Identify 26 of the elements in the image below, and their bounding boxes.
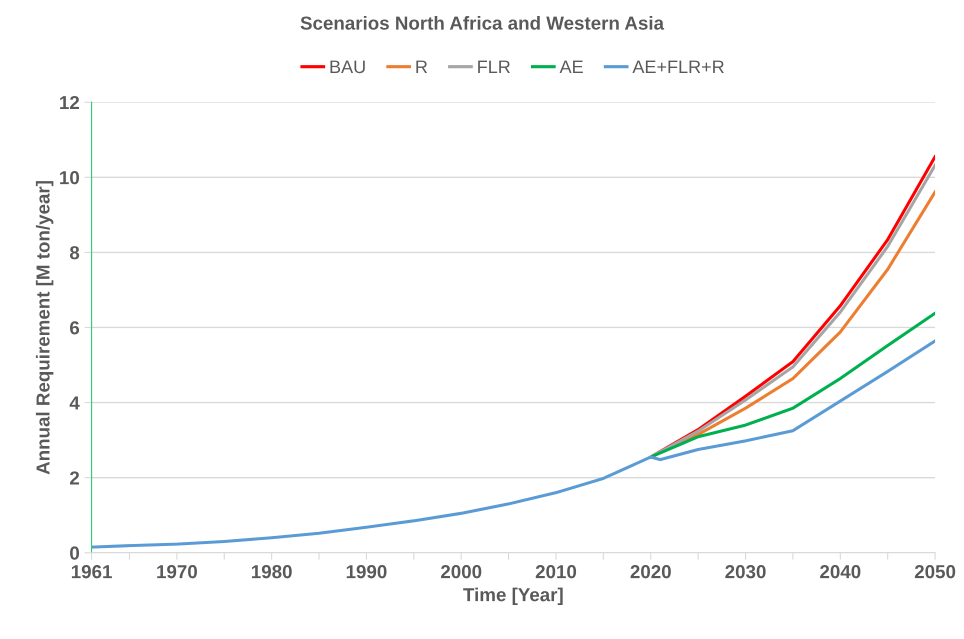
y-tick-label: 10 [60, 171, 80, 184]
x-tick-label: 2030 [725, 565, 766, 578]
y-tick-label: 2 [70, 471, 80, 484]
x-tick-label: 1990 [346, 565, 387, 578]
legend-label: BAU [330, 60, 365, 74]
line-series [649, 312, 936, 459]
legend-label: AE+FLR+R [632, 60, 724, 74]
legend-label: R [416, 60, 428, 74]
legend-label: FLR [478, 60, 510, 74]
x-axis-title: Time [Year] [463, 588, 563, 606]
y-tick-label: 6 [70, 321, 80, 334]
x-tick-label: 2000 [441, 565, 482, 578]
y-tick-label: 8 [70, 246, 80, 260]
legend-label: AE [560, 60, 583, 74]
x-tick-label: 1970 [157, 565, 197, 578]
y-tick-label: 12 [60, 96, 80, 110]
y-tick-label: 4 [70, 396, 80, 410]
y-axis-title: Annual Requirement [M ton/year] [36, 181, 54, 474]
x-tick-label: 1980 [252, 565, 292, 578]
y-tick-label: 0 [70, 546, 80, 560]
x-tick-label: 2010 [536, 565, 576, 578]
x-tick-label: 2020 [630, 565, 671, 578]
chart-title: Scenarios North Africa and Western Asia [300, 16, 664, 30]
x-tick-label: 1961 [72, 565, 112, 578]
x-tick-label: 2050 [914, 565, 956, 578]
x-tick-label: 2040 [820, 565, 860, 578]
